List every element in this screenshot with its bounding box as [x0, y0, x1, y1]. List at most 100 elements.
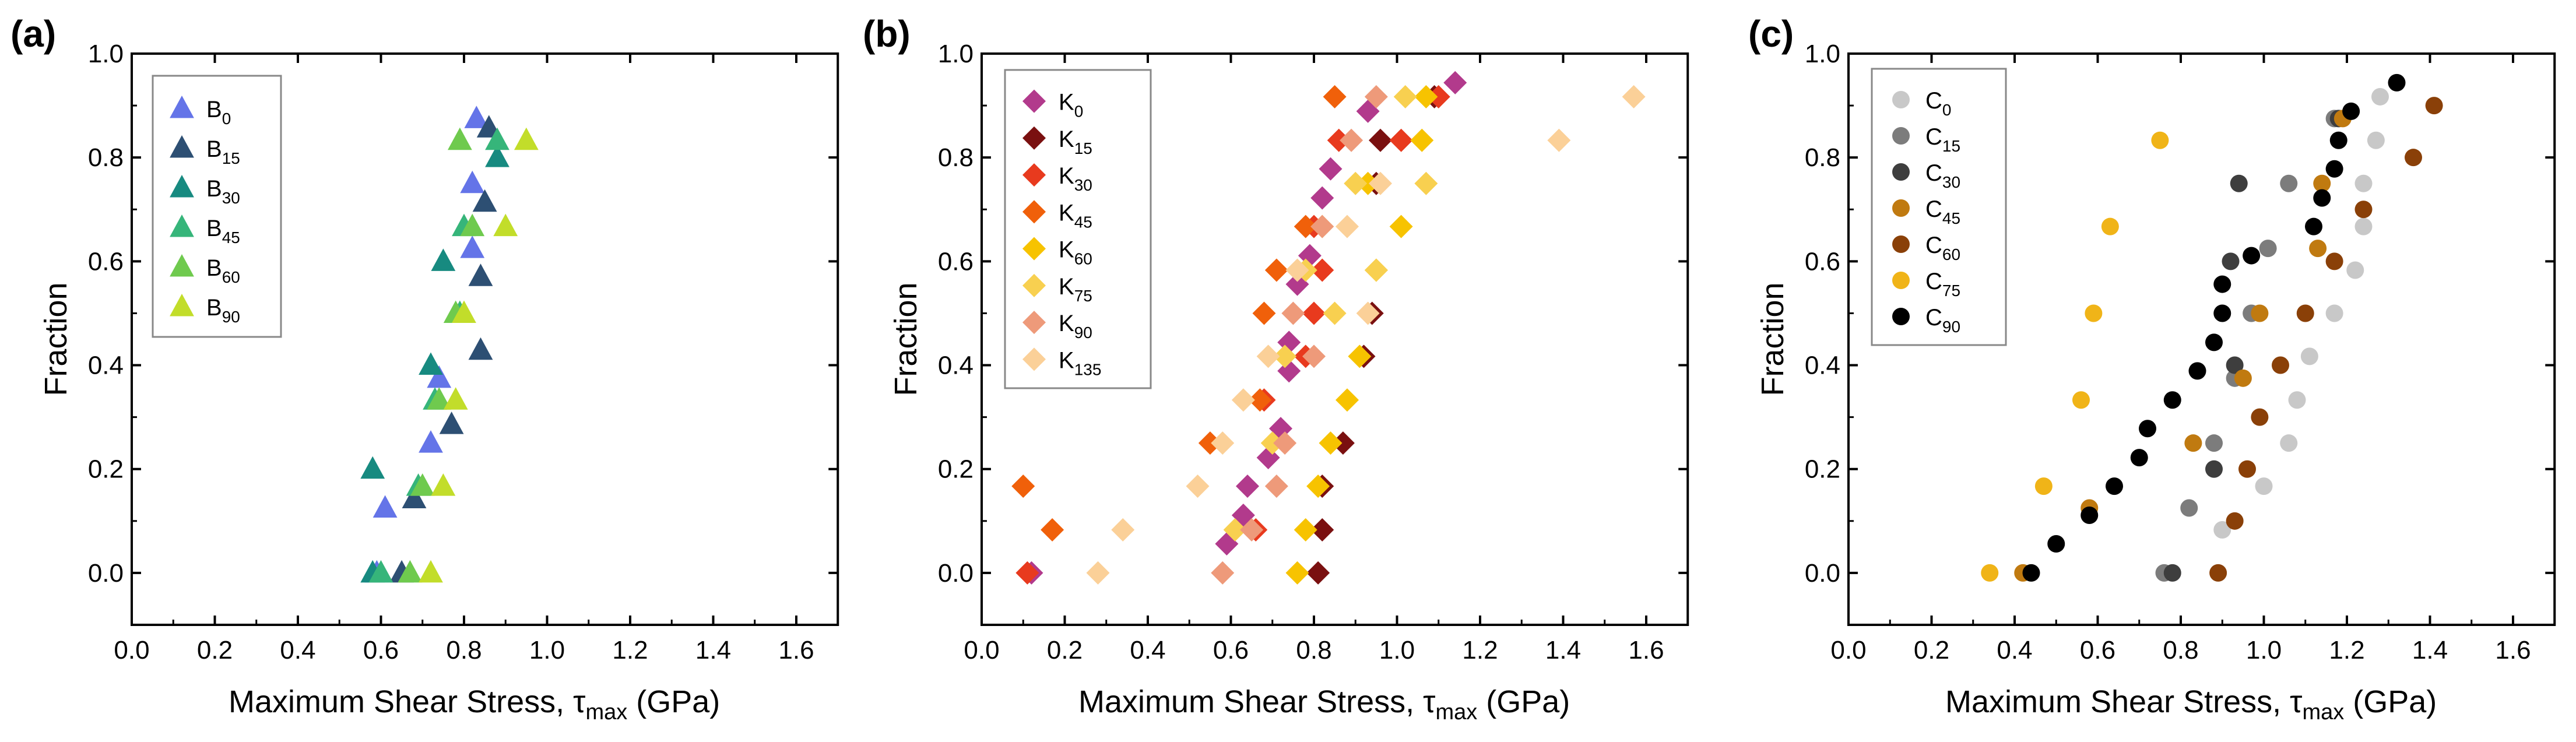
legend-marker — [170, 96, 194, 118]
data-point — [1186, 474, 1210, 498]
y-tick-label: 0.8 — [88, 143, 124, 172]
data-point — [2313, 189, 2331, 207]
panel-b: (b) 0.0 0.2 0.4 0.6 0.8 1.0 1.2 1.4 1.6 0.0 0.2 0.4 0… — [863, 13, 1689, 725]
series-K15 — [1306, 85, 1446, 585]
data-point — [2280, 174, 2298, 192]
data-point — [398, 560, 423, 583]
data-point — [2313, 174, 2331, 192]
data-point — [2234, 369, 2252, 387]
data-point — [2280, 434, 2298, 452]
data-point — [1310, 186, 1334, 210]
data-point — [472, 189, 497, 212]
data-point — [1356, 171, 1380, 195]
data-point — [1211, 431, 1235, 455]
legend-marker — [1022, 89, 1046, 113]
data-point — [2213, 521, 2231, 539]
plot-frame — [981, 52, 1689, 626]
data-point — [1336, 214, 1359, 238]
x-tick-label: 1.6 — [1628, 636, 1664, 664]
data-point — [2106, 477, 2123, 495]
data-point — [2205, 460, 2223, 478]
data-point — [452, 300, 476, 323]
data-point — [1393, 85, 1417, 108]
data-point — [468, 337, 493, 360]
data-point — [1323, 301, 1347, 325]
data-point — [1306, 561, 1330, 585]
data-point — [2325, 160, 2343, 178]
data-point — [372, 495, 398, 518]
data-point — [2205, 333, 2223, 351]
data-point — [2296, 304, 2314, 322]
legend-marker — [1022, 237, 1046, 261]
data-point — [1323, 85, 1347, 108]
legend-label: K45 — [1059, 200, 1092, 231]
data-point — [1294, 518, 1317, 541]
data-point — [464, 106, 489, 128]
data-point — [2184, 434, 2202, 452]
data-point — [1310, 258, 1334, 282]
legend-marker — [1892, 127, 1910, 145]
data-point — [1294, 214, 1317, 238]
series-C30 — [2163, 110, 2347, 582]
data-points — [360, 106, 539, 583]
data-point — [2238, 460, 2256, 478]
x-tick-label: 0.8 — [2163, 636, 2198, 664]
legend-label: C15 — [1925, 124, 1960, 155]
data-point — [2371, 87, 2389, 106]
data-point — [427, 387, 452, 410]
data-point — [1302, 344, 1326, 368]
data-point — [2180, 499, 2198, 517]
data-point — [2388, 73, 2406, 92]
panel-letter: (a) — [10, 13, 56, 55]
data-point — [1198, 431, 1222, 455]
data-point — [2354, 174, 2373, 192]
legend-label: C75 — [1925, 269, 1960, 300]
data-point — [1041, 518, 1064, 541]
data-point — [1547, 128, 1571, 152]
series-C0 — [2213, 87, 2389, 539]
data-point — [1256, 344, 1280, 368]
series-K135 — [1086, 85, 1646, 585]
legend: B0 B15 B30 B45 B60 B90 — [152, 75, 282, 338]
legend-box — [152, 75, 282, 338]
data-point — [2255, 477, 2273, 495]
data-point — [368, 560, 393, 583]
data-point — [1260, 431, 1284, 455]
data-point — [360, 456, 385, 479]
x-tick-label: 0.6 — [1213, 636, 1249, 664]
data-point — [1414, 85, 1438, 108]
data-point — [1364, 85, 1388, 108]
y-tick-label: 0.0 — [88, 559, 124, 588]
y-tick-label: 0.6 — [1805, 247, 1840, 276]
data-point — [2101, 217, 2119, 235]
data-point — [1344, 171, 1368, 195]
data-point — [2222, 252, 2240, 270]
y-tick-label: 0.2 — [938, 455, 974, 484]
series-C75 — [1981, 131, 2169, 582]
data-point — [2209, 564, 2227, 582]
x-tick-label: 0.6 — [2080, 636, 2115, 664]
data-point — [1443, 71, 1467, 94]
y-axis-title: Fraction — [888, 282, 923, 396]
legend-box — [1004, 69, 1152, 389]
legend-marker — [1022, 347, 1046, 371]
data-point — [2342, 102, 2360, 120]
x-tick-label: 1.6 — [2495, 636, 2531, 664]
data-point — [460, 170, 485, 194]
panel-c: (c) 0.0 0.2 0.4 0.6 0.8 1.0 1.2 1.4 1.6 0.0 0.2 0.4 0… — [1748, 13, 2556, 725]
legend-label: B30 — [206, 176, 240, 207]
data-point — [2251, 408, 2269, 426]
series-K60 — [1285, 85, 1438, 585]
y-tick-label: 1.0 — [1805, 40, 1840, 68]
data-point — [439, 412, 464, 434]
y-tick-label: 0.2 — [88, 455, 124, 484]
legend-marker — [1022, 163, 1046, 187]
legend-marker — [1892, 235, 1910, 253]
x-tick-label: 0.2 — [1047, 636, 1083, 664]
data-point — [1231, 388, 1255, 412]
legend-label: K15 — [1059, 126, 1092, 157]
data-point — [2213, 304, 2231, 322]
data-point — [2130, 449, 2148, 467]
data-point — [1281, 301, 1305, 325]
